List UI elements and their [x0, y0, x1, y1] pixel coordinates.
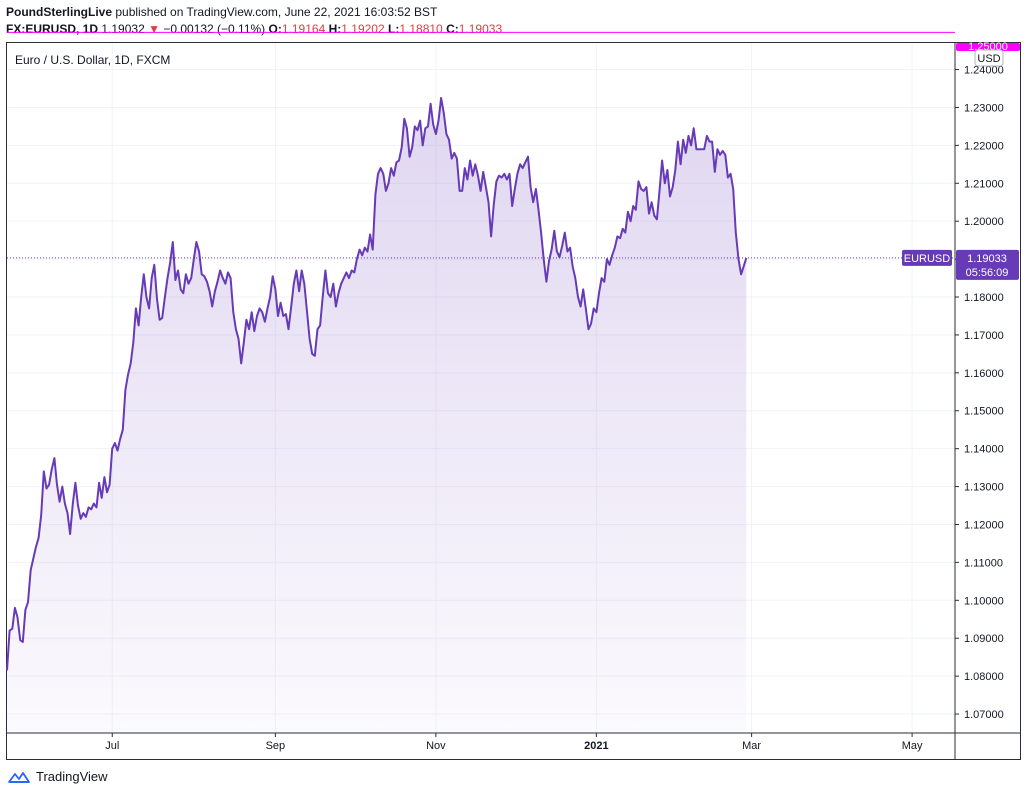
tradingview-footer[interactable]: TradingView — [8, 769, 108, 784]
y-tick-label: 1.15000 — [964, 406, 1004, 418]
last-price-label: 1.19033 — [967, 253, 1007, 265]
x-tick-label: Sep — [266, 740, 286, 752]
currency-badge[interactable]: USD — [974, 49, 1004, 67]
down-arrow-icon: ▼ — [148, 22, 160, 36]
x-tick-label: 2021 — [584, 740, 608, 752]
x-tick-label: Jul — [105, 740, 119, 752]
series-name-label: EURUSD — [904, 253, 951, 265]
y-tick-label: 1.09000 — [964, 633, 1004, 645]
low-label: L: — [388, 22, 400, 36]
y-tick-label: 1.14000 — [964, 444, 1004, 456]
x-tick-label: Mar — [742, 740, 761, 752]
countdown-label: 05:56:09 — [966, 267, 1009, 279]
footer-brand: TradingView — [36, 769, 108, 784]
y-tick-label: 1.23000 — [964, 102, 1004, 114]
y-tick-label: 1.22000 — [964, 140, 1004, 152]
y-tick-label: 1.07000 — [964, 709, 1004, 721]
y-tick-label: 1.12000 — [964, 519, 1004, 531]
y-tick-label: 1.17000 — [964, 330, 1004, 342]
publisher-name[interactable]: PoundSterlingLive — [6, 5, 113, 19]
y-tick-label: 1.11000 — [964, 557, 1003, 569]
time-axis[interactable]: JulSepNov2021MarMayJul — [105, 733, 1030, 752]
tradingview-logo-icon — [8, 771, 30, 783]
price-line[interactable] — [6, 97, 748, 671]
y-tick-label: 1.16000 — [964, 368, 1004, 380]
y-tick-label: 1.18000 — [964, 292, 1004, 304]
y-tick-label: 1.24000 — [964, 65, 1004, 77]
y-tick-label: 1.10000 — [964, 595, 1004, 607]
y-tick-label: 1.21000 — [964, 178, 1004, 190]
published-text: published on TradingView.com, June 22, 2… — [112, 5, 438, 19]
series-name-badge: EURUSD — [902, 249, 952, 266]
chart-legend: Euro / U.S. Dollar, 1D, FXCM — [15, 53, 171, 67]
y-tick-label: 1.13000 — [964, 482, 1004, 494]
price-axis[interactable]: 1.07000 1.08000 1.09000 1.10000 1.11000 1.120… — [955, 65, 1004, 722]
x-tick-label: May — [902, 740, 923, 752]
last-price-badge: 1.19033 05:56:09 — [956, 249, 1019, 280]
publish-info: PoundSterlingLive published on TradingVi… — [6, 5, 437, 19]
chart-panel[interactable] — [6, 42, 1021, 760]
price-area — [7, 98, 747, 733]
currency-label: USD — [977, 53, 1000, 65]
x-tick-label: Nov — [426, 740, 446, 752]
y-tick-label: 1.20000 — [964, 216, 1004, 228]
y-tick-label: 1.08000 — [964, 671, 1004, 683]
